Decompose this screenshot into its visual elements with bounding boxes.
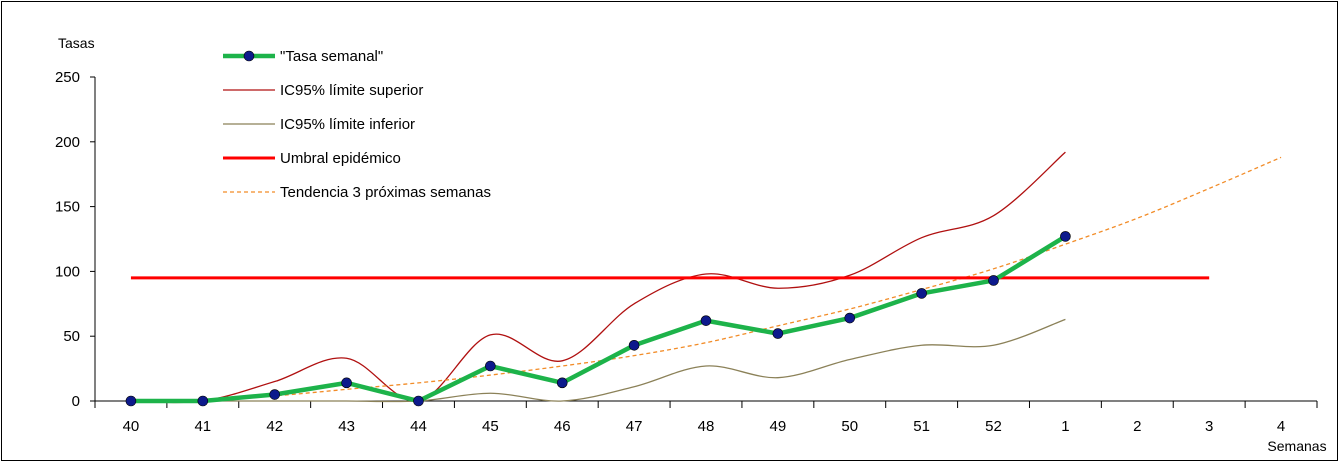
x-tick-label: 48: [698, 418, 715, 435]
x-tick-label: 49: [770, 418, 787, 435]
series-0-point: [556, 377, 568, 389]
x-tick-label: 52: [985, 418, 1002, 435]
x-tick-label: 47: [626, 418, 643, 435]
series-0-point: [413, 395, 424, 407]
y-tick-label: 150: [55, 199, 80, 216]
x-tick-label: 51: [913, 418, 930, 435]
x-tick-label: 42: [266, 418, 283, 435]
series-0-point: [628, 339, 640, 351]
series-0-line: [130, 234, 1067, 404]
x-tick-label: 46: [554, 418, 571, 435]
y-tick-label: 200: [55, 134, 80, 151]
legend-item-1-label: IC95% límite superior: [280, 82, 423, 99]
series-layer: [125, 151, 1282, 407]
x-tick-label: 3: [1205, 418, 1213, 435]
y-tick-label: 50: [63, 328, 80, 345]
series-0-point: [1060, 231, 1071, 242]
y-tick-label: 0: [72, 393, 80, 410]
x-tick-label: 4: [1277, 418, 1285, 435]
x-tick-label: 50: [841, 418, 858, 435]
series-1-line: [130, 151, 1066, 404]
series-0-point: [844, 312, 856, 324]
x-tick-label: 41: [194, 418, 211, 435]
series-0-point: [485, 360, 496, 372]
series-0-point: [197, 395, 209, 407]
series-4-line: [130, 156, 1282, 402]
legend: "Tasa semanal" IC95% límite superior IC95%…: [223, 48, 491, 201]
series-0-point: [988, 275, 999, 286]
series-0-point: [341, 377, 352, 389]
series-0-point: [916, 288, 927, 299]
series-0-point: [700, 315, 712, 326]
legend-item-2-label: IC95% límite inferior: [280, 116, 415, 133]
series-0-point: [269, 389, 281, 400]
y-axis-title: Tasas: [58, 35, 95, 51]
x-tick-label: 45: [482, 418, 499, 435]
x-tick-label: 44: [410, 418, 427, 435]
series-0-point: [125, 395, 137, 407]
x-tick-label: 40: [123, 418, 140, 435]
y-tick-label: 100: [55, 263, 80, 280]
legend-item-0-label: "Tasa semanal": [280, 48, 383, 65]
x-tick-label: 43: [338, 418, 355, 435]
legend-item-3-label: Umbral epidémico: [280, 150, 401, 167]
legend-item-0-marker: [243, 50, 255, 62]
x-axis-title: Semanas: [1267, 438, 1326, 454]
x-tick-label: 2: [1133, 418, 1141, 435]
series-2-line: [130, 318, 1066, 403]
series-0-point: [772, 328, 784, 339]
legend-item-4-label: Tendencia 3 próximas semanas: [280, 184, 491, 201]
x-tick-label: 1: [1061, 418, 1069, 435]
y-tick-label: 250: [55, 69, 80, 86]
